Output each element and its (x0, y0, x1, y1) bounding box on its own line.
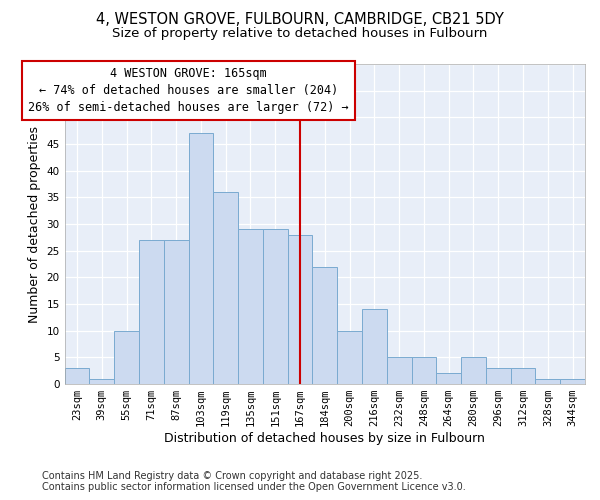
Bar (238, 230, 263, 384)
Bar (164, 240, 188, 384)
Bar (412, 358, 436, 384)
Bar (535, 378, 560, 384)
Bar (287, 234, 313, 384)
Y-axis label: Number of detached properties: Number of detached properties (28, 126, 41, 322)
Bar (313, 266, 337, 384)
Bar (461, 358, 486, 384)
Bar (337, 330, 362, 384)
Text: 4 WESTON GROVE: 165sqm
← 74% of detached houses are smaller (204)
26% of semi-de: 4 WESTON GROVE: 165sqm ← 74% of detached… (28, 66, 349, 114)
Bar (511, 368, 535, 384)
Bar (263, 230, 287, 384)
Bar (362, 310, 387, 384)
Bar (436, 374, 461, 384)
Text: Size of property relative to detached houses in Fulbourn: Size of property relative to detached ho… (112, 28, 488, 40)
Bar (387, 358, 412, 384)
Bar (89, 378, 114, 384)
Bar (213, 192, 238, 384)
X-axis label: Distribution of detached houses by size in Fulbourn: Distribution of detached houses by size … (164, 432, 485, 445)
Bar (188, 134, 213, 384)
Text: Contains HM Land Registry data © Crown copyright and database right 2025.
Contai: Contains HM Land Registry data © Crown c… (42, 471, 466, 492)
Text: 4, WESTON GROVE, FULBOURN, CAMBRIDGE, CB21 5DY: 4, WESTON GROVE, FULBOURN, CAMBRIDGE, CB… (96, 12, 504, 28)
Bar (486, 368, 511, 384)
Bar (65, 368, 89, 384)
Bar (114, 330, 139, 384)
Bar (139, 240, 164, 384)
Bar (560, 378, 585, 384)
